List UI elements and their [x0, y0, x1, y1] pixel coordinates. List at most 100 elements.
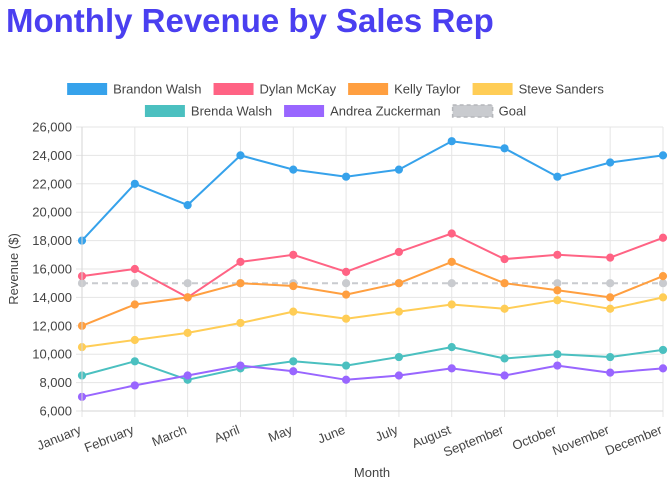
legend-item[interactable]: Brandon Walsh	[67, 82, 202, 97]
data-point[interactable]	[341, 314, 351, 323]
data-point[interactable]	[341, 290, 351, 299]
x-tick-label: July	[373, 422, 401, 445]
data-point[interactable]	[130, 357, 139, 366]
y-axis-title: Revenue ($)	[6, 233, 21, 305]
data-point[interactable]	[500, 354, 509, 363]
x-axis-title: Month	[354, 465, 390, 480]
legend-label: Brandon Walsh	[113, 82, 201, 97]
data-point[interactable]	[606, 293, 615, 302]
data-point[interactable]	[553, 279, 562, 288]
data-point[interactable]	[447, 364, 456, 373]
data-point[interactable]	[130, 179, 139, 188]
x-tick-label: December	[603, 422, 665, 459]
data-point[interactable]	[183, 279, 192, 288]
data-point[interactable]	[658, 272, 668, 281]
data-point[interactable]	[553, 296, 562, 305]
data-point[interactable]	[553, 172, 562, 181]
data-point[interactable]	[500, 371, 509, 380]
data-point[interactable]	[394, 165, 404, 174]
data-point[interactable]	[447, 137, 456, 146]
y-tick-label: 26,000	[32, 120, 72, 135]
legend-label: Goal	[499, 104, 527, 119]
data-point[interactable]	[183, 371, 192, 380]
data-point[interactable]	[394, 247, 404, 257]
series-line	[81, 346, 664, 381]
data-point[interactable]	[289, 307, 298, 316]
legend-label: Andrea Zuckerman	[330, 104, 441, 119]
data-point[interactable]	[394, 307, 404, 316]
data-point[interactable]	[606, 352, 615, 362]
data-point[interactable]	[658, 345, 668, 355]
data-point[interactable]	[606, 368, 615, 377]
data-point[interactable]	[183, 328, 192, 337]
data-point[interactable]	[236, 151, 245, 160]
data-point[interactable]	[130, 264, 139, 274]
x-tick-label: May	[266, 422, 295, 445]
data-point[interactable]	[236, 257, 245, 266]
data-point[interactable]	[289, 165, 298, 174]
data-point[interactable]	[130, 335, 139, 345]
data-point[interactable]	[606, 279, 615, 288]
data-point[interactable]	[447, 279, 456, 288]
data-point[interactable]	[553, 361, 562, 370]
data-point[interactable]	[289, 250, 298, 259]
data-point[interactable]	[394, 371, 404, 380]
legend-item[interactable]: Dylan McKay	[213, 82, 337, 97]
data-point[interactable]	[606, 158, 615, 167]
legend-item[interactable]: Kelly Taylor	[348, 82, 461, 97]
data-point[interactable]	[500, 279, 509, 288]
data-point[interactable]	[289, 281, 298, 291]
x-tick-label: March	[150, 422, 189, 449]
data-point[interactable]	[183, 201, 192, 210]
x-tick-label: February	[82, 422, 136, 456]
data-point[interactable]	[658, 364, 668, 373]
data-point[interactable]	[658, 293, 668, 302]
data-point[interactable]	[447, 343, 456, 352]
data-point[interactable]	[500, 304, 509, 313]
legend-label: Kelly Taylor	[394, 82, 461, 97]
legend-swatch	[67, 83, 108, 95]
data-point[interactable]	[341, 361, 351, 370]
data-point[interactable]	[606, 304, 615, 313]
data-point[interactable]	[341, 375, 351, 384]
legend-item[interactable]: Goal	[451, 104, 527, 119]
data-point[interactable]	[553, 250, 562, 259]
chart-title: Monthly Revenue by Sales Rep	[6, 2, 494, 39]
legend-item[interactable]: Brenda Walsh	[144, 104, 272, 119]
legend-item[interactable]: Andrea Zuckerman	[284, 104, 441, 119]
data-point[interactable]	[447, 300, 456, 309]
y-tick-label: 16,000	[32, 262, 72, 277]
data-point[interactable]	[394, 352, 404, 362]
data-point[interactable]	[130, 300, 139, 309]
data-point[interactable]	[130, 381, 139, 390]
data-point[interactable]	[606, 253, 615, 262]
data-point[interactable]	[658, 279, 668, 288]
data-point[interactable]	[553, 286, 562, 295]
data-point[interactable]	[447, 257, 456, 266]
grid	[76, 126, 664, 417]
data-point[interactable]	[658, 233, 668, 242]
data-point[interactable]	[183, 293, 192, 302]
data-point[interactable]	[289, 367, 298, 376]
data-point[interactable]	[500, 254, 509, 264]
x-tick-label: September	[441, 422, 506, 460]
data-point[interactable]	[236, 361, 245, 370]
data-point[interactable]	[341, 172, 351, 181]
legend-item[interactable]: Steve Sanders	[472, 82, 605, 97]
data-point[interactable]	[341, 279, 351, 288]
data-point[interactable]	[500, 144, 509, 153]
data-point[interactable]	[341, 267, 351, 276]
data-point[interactable]	[130, 279, 139, 288]
data-point[interactable]	[447, 229, 456, 238]
y-tick-label: 20,000	[32, 205, 72, 220]
data-point[interactable]	[394, 279, 404, 288]
data-point[interactable]	[658, 151, 668, 160]
data-point[interactable]	[236, 279, 245, 288]
y-tick-label: 10,000	[32, 347, 72, 362]
series-line	[81, 260, 664, 327]
y-tick-label: 14,000	[32, 290, 72, 305]
data-point[interactable]	[236, 318, 245, 328]
data-point[interactable]	[289, 357, 298, 366]
data-point[interactable]	[553, 350, 562, 359]
